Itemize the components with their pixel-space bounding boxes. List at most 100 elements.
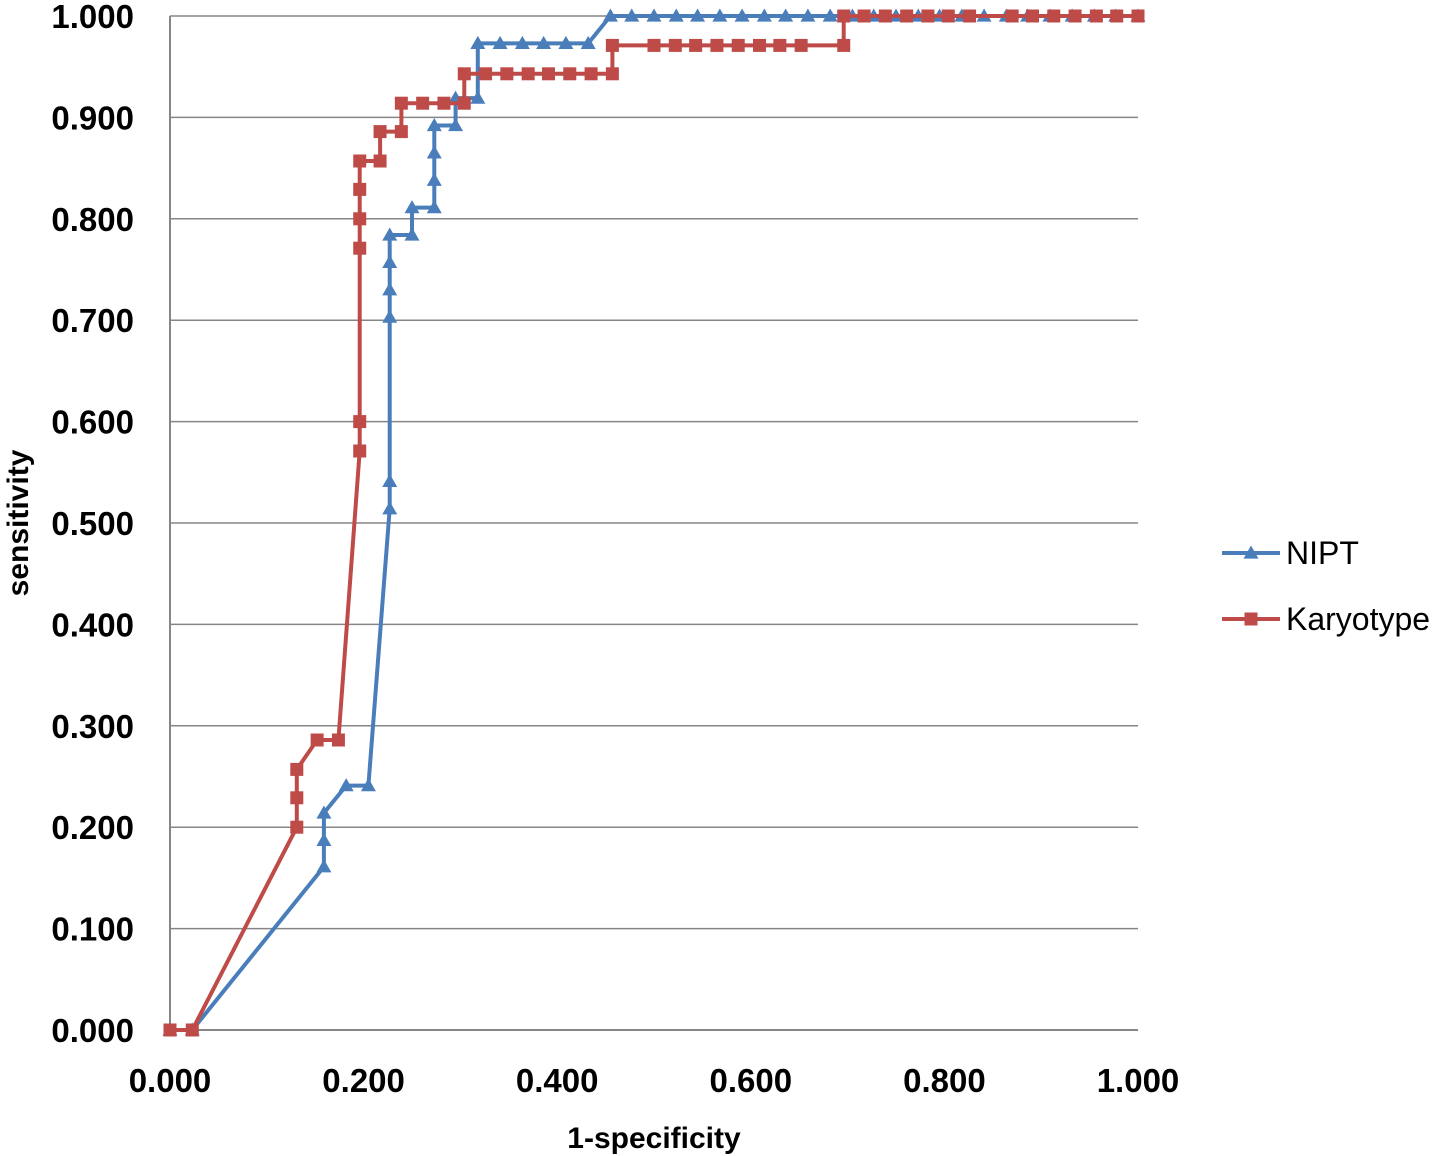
data-point [331,733,345,747]
data-point [563,67,577,81]
y-tick-label: 0.100 [51,911,134,948]
data-point [1110,9,1124,23]
data-point [1047,9,1061,23]
series-line [170,14,1138,1032]
data-point [163,1023,177,1037]
data-point [382,254,398,269]
data-point [668,38,682,52]
data-point [1025,9,1039,23]
data-point [624,8,640,22]
data-point [921,9,935,23]
data-point [373,125,387,139]
data-point [353,444,367,458]
y-tick-label: 0.400 [51,606,134,643]
data-point [822,8,838,22]
data-point [794,38,808,52]
data-point [1068,9,1082,23]
y-tick-label: 0.300 [51,708,134,745]
x-tick-label: 0.600 [710,1062,793,1099]
data-point [353,415,367,429]
data-point [426,118,442,132]
data-point [514,35,530,50]
x-tick-label: 0.000 [129,1062,212,1099]
x-tick-labels: 0.000 0.200 0.400 0.600 0.800 1.000 [129,1062,1180,1099]
data-point [382,501,398,515]
data-point [290,820,304,834]
data-point [470,35,486,50]
data-point [580,35,596,50]
data-point [837,9,851,23]
data-point [470,90,486,104]
data-point [647,38,661,52]
y-tick-label: 0.200 [51,809,134,846]
legend-item-nipt: NIPT [1222,535,1359,571]
data-point [689,38,703,52]
data-point [448,118,464,132]
data-point [185,1023,199,1037]
data-point [963,9,977,23]
gridlines [170,15,1138,930]
y-tick-labels: 0.000 0.100 0.200 0.300 0.400 0.500 0.600 0.700… [51,0,134,1049]
data-point [492,35,508,50]
data-point [605,38,619,52]
data-point [900,9,914,23]
data-point [800,8,816,22]
data-point [773,38,787,52]
data-point [290,791,304,805]
data-point [353,241,367,255]
x-tick-label: 0.200 [322,1062,405,1099]
data-point [382,282,398,296]
x-tick-label: 1.000 [1097,1062,1180,1099]
data-point [310,733,324,747]
y-tick-label: 0.500 [51,505,134,542]
data-point [602,8,618,22]
data-point [1089,9,1103,23]
series-layer [162,8,1146,1037]
data-point [382,473,398,488]
data-point [479,67,493,81]
y-tick-label: 0.900 [51,99,134,136]
data-point [584,67,598,81]
y-tick-label: 0.600 [51,404,134,441]
data-point [316,805,332,819]
legend-label: Karyotype [1286,601,1430,637]
data-point [316,859,332,873]
x-tick-label: 0.800 [903,1062,986,1099]
data-point [382,309,398,323]
x-tick-label: 0.400 [516,1062,599,1099]
data-point [778,8,794,22]
data-point [521,67,535,81]
data-point [316,832,332,847]
data-point [731,38,745,52]
x-axis-title: 1-specificity [567,1122,741,1155]
series-karyotype [163,9,1145,1037]
data-point [500,67,514,81]
data-point [404,227,420,241]
data-point [426,172,442,186]
data-point [437,96,451,110]
y-tick-label: 0.000 [51,1012,134,1049]
data-point [416,96,430,110]
y-axis-title: sensitivity [2,449,35,596]
data-point [646,8,662,22]
series-nipt [162,8,1146,1036]
data-point [426,145,442,159]
data-point [710,38,724,52]
data-point [558,35,574,50]
y-tick-label: 1.000 [51,0,134,35]
legend-item-karyotype: Karyotype [1222,601,1430,637]
data-point [382,227,398,241]
data-point [426,200,442,214]
data-point [394,125,408,139]
data-point [457,96,471,110]
data-point [353,212,367,226]
data-point [690,8,706,22]
legend-marker [1244,612,1258,626]
data-point [837,38,851,52]
data-point [457,67,471,81]
y-tick-label: 0.800 [51,201,134,238]
data-point [353,182,367,196]
data-point [857,9,871,23]
legend: NIPT Karyotype [1222,535,1430,637]
